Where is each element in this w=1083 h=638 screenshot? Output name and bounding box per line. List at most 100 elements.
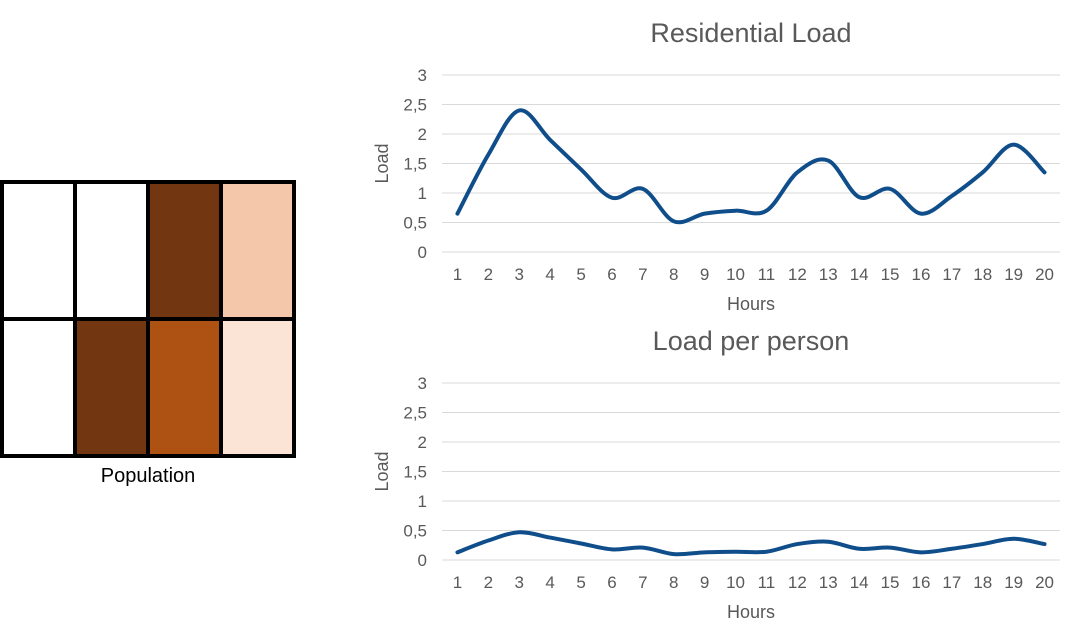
load-per-person-data-point-12 [795, 542, 799, 546]
residential-load-x-tick: 4 [545, 265, 554, 284]
residential-load-x-tick: 6 [607, 265, 616, 284]
population-grid-svg [0, 180, 296, 458]
residential-load-data-point-6 [610, 196, 614, 200]
residential-load-x-tick: 1 [453, 265, 462, 284]
population-label: Population [100, 465, 196, 487]
population-grid [0, 180, 296, 458]
residential-load-y-tick: 0 [418, 243, 427, 262]
residential-load-data-point-8 [672, 219, 676, 223]
residential-load-x-tick: 3 [515, 265, 524, 284]
load-per-person-y-tick: 0,5 [403, 522, 427, 541]
load-per-person-series-line [455, 530, 1047, 557]
residential-load-title: Residential Load [650, 18, 851, 48]
load-per-person-x-tick: 13 [819, 573, 838, 592]
population-cell-r2-c2 [73, 317, 150, 458]
residential-load-data-point-20 [1043, 170, 1047, 174]
residential-load-y-tick: 1 [418, 184, 427, 203]
load-per-person-y-axis-label: Load [372, 451, 392, 491]
load-per-person-data-point-2 [486, 539, 490, 543]
load-per-person-x-tick: 5 [576, 573, 585, 592]
residential-load-data-point-15 [888, 187, 892, 191]
load-per-person-x-tick: 12 [788, 573, 807, 592]
residential-load-x-axis-label: Hours [727, 294, 775, 312]
residential-load-x-tick: 12 [788, 265, 807, 284]
load-per-person-data-point-7 [641, 546, 645, 550]
load-per-person-data-point-10 [734, 550, 738, 554]
load-per-person-x-tick: 20 [1035, 573, 1054, 592]
load-per-person-y-tick: 3 [418, 374, 427, 393]
load-per-person-data-point-11 [764, 550, 768, 554]
residential-load-x-tick: 20 [1035, 265, 1054, 284]
residential-load-x-tick: 5 [576, 265, 585, 284]
residential-load-series-line [455, 108, 1047, 225]
residential-load-data-point-16 [919, 212, 923, 216]
load-per-person-x-axis-label: Hours [727, 602, 775, 620]
residential-load-x-tick: 7 [638, 265, 647, 284]
load-per-person-data-point-14 [857, 547, 861, 551]
residential-load-y-tick: 1,5 [403, 155, 427, 174]
load-per-person-x-tick: 17 [942, 573, 961, 592]
residential-load-data-point-1 [455, 212, 459, 216]
load-per-person-x-tick: 10 [726, 573, 745, 592]
residential-load-x-tick: 19 [1004, 265, 1023, 284]
load-per-person-x-tick: 6 [607, 573, 616, 592]
load-per-person-x-tick: 3 [515, 573, 524, 592]
load-per-person-y-tick: 1 [418, 492, 427, 511]
residential-load-x-tick: 8 [669, 265, 678, 284]
residential-load-x-tick: 15 [881, 265, 900, 284]
load-per-person-data-point-20 [1043, 542, 1047, 546]
load-per-person-data-point-6 [610, 547, 614, 551]
residential-load-x-tick: 9 [700, 265, 709, 284]
residential-load-data-point-11 [764, 209, 768, 213]
load-per-person-data-point-15 [888, 546, 892, 550]
population-cell-r2-c4 [219, 317, 296, 458]
residential-load-x-tick: 11 [758, 265, 776, 284]
residential-load-x-tick: 10 [726, 265, 745, 284]
load-per-person-data-point-13 [826, 540, 830, 544]
load-per-person-y-tick: 2,5 [403, 404, 427, 423]
residential-load-data-point-19 [1012, 143, 1016, 147]
load-per-person-data-point-17 [950, 547, 954, 551]
load-per-person-x-tick: 9 [700, 573, 709, 592]
residential-load-x-tick: 13 [819, 265, 838, 284]
residential-load-y-tick: 2,5 [403, 96, 427, 115]
residential-load-data-point-18 [981, 170, 985, 174]
residential-load-y-axis-label: Load [372, 143, 392, 183]
load-per-person-x-tick: 11 [758, 573, 776, 592]
load-per-person-data-point-18 [981, 542, 985, 546]
residential-load-x-tick: 17 [942, 265, 961, 284]
residential-load-data-point-5 [579, 167, 583, 171]
residential-load-data-point-17 [950, 194, 954, 198]
residential-load-data-point-4 [548, 138, 552, 142]
load-per-person-data-point-1 [455, 550, 459, 554]
residential-load-data-point-12 [795, 170, 799, 174]
residential-load-data-point-14 [857, 195, 861, 199]
population-cell-r2-c1 [0, 317, 77, 458]
load-per-person-x-tick: 16 [911, 573, 930, 592]
residential-load-data-point-2 [486, 153, 490, 157]
residential-load-x-tick: 16 [911, 265, 930, 284]
population-cell-r1-c1 [0, 180, 77, 321]
load-per-person-x-tick: 1 [453, 573, 462, 592]
load-per-person-data-point-19 [1012, 537, 1016, 541]
residential-load-data-point-13 [826, 159, 830, 163]
residential-load-data-point-3 [517, 108, 521, 112]
load-per-person-data-point-5 [579, 541, 583, 545]
residential-load-x-tick: 2 [484, 265, 493, 284]
load-per-person-x-tick: 7 [638, 573, 647, 592]
load-per-person-x-tick: 4 [545, 573, 554, 592]
load-per-person-x-tick: 14 [850, 573, 869, 592]
load-per-person-data-point-9 [703, 550, 707, 554]
load-per-person-data-point-8 [672, 552, 676, 556]
residential-load-y-tick: 3 [418, 66, 427, 85]
load-per-person-x-tick: 8 [669, 573, 678, 592]
residential-load-x-tick: 18 [973, 265, 992, 284]
residential-load-data-point-10 [734, 209, 738, 213]
residential-load-x-tick: 14 [850, 265, 869, 284]
load-per-person-title: Load per person [653, 326, 850, 356]
load-per-person-data-point-4 [548, 536, 552, 540]
population-cell-r2-c3 [146, 317, 223, 458]
load-per-person-y-tick: 0 [418, 551, 427, 570]
